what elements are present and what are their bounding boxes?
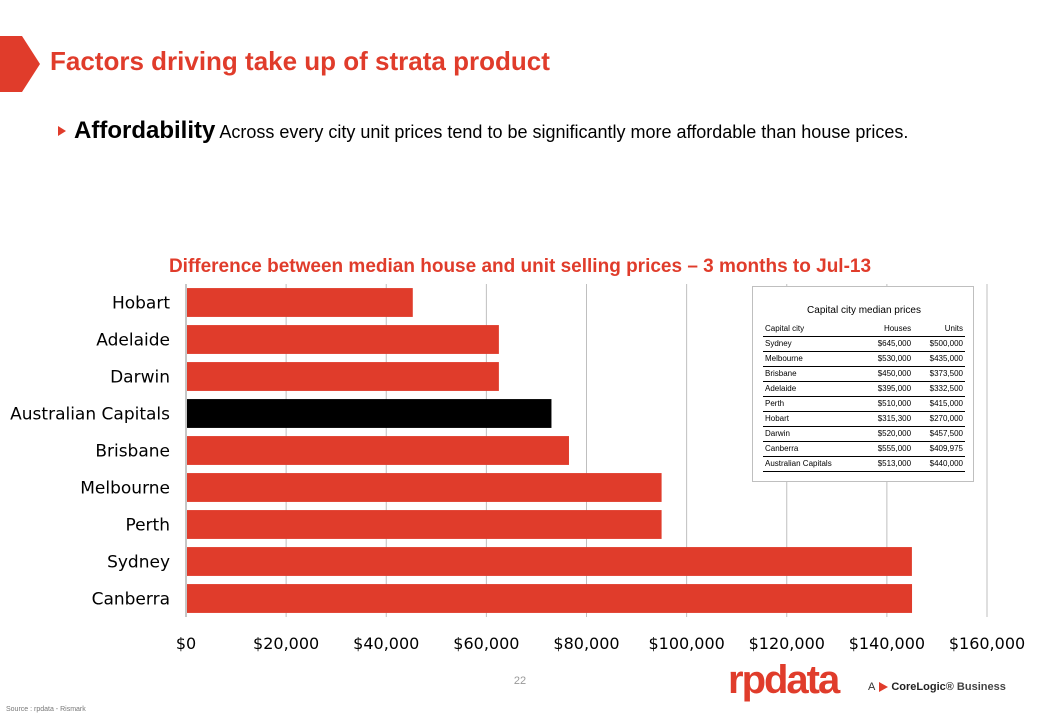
corelogic-mark-icon xyxy=(879,682,889,693)
city-cell: Melbourne xyxy=(763,351,862,367)
bullet-body: Across every city unit prices tend to be… xyxy=(215,122,909,142)
units-cell: $270,000 xyxy=(913,411,965,427)
houses-cell: $555,000 xyxy=(861,441,914,457)
category-label: Australian Capitals xyxy=(10,405,170,425)
table-row: Canberra $555,000 $409,975 xyxy=(763,441,965,457)
category-label: Brisbane xyxy=(95,442,170,462)
inset-table-header: Capital city Houses Units xyxy=(763,321,965,337)
category-label: Perth xyxy=(125,516,170,536)
x-tick-label: $60,000 xyxy=(453,634,519,653)
rpdata-logo: rpdata xyxy=(728,658,840,702)
bar xyxy=(187,473,662,502)
x-tick-label: $20,000 xyxy=(253,634,319,653)
city-cell: Hobart xyxy=(763,411,862,427)
table-row: Perth $510,000 $415,000 xyxy=(763,396,965,412)
bar xyxy=(187,325,499,354)
bullet-point: Affordability Across every city unit pri… xyxy=(58,118,998,145)
x-tick-label: $40,000 xyxy=(353,634,419,653)
bullet-arrow-icon xyxy=(58,126,66,136)
units-cell: $373,500 xyxy=(913,366,965,382)
houses-cell: $645,000 xyxy=(861,336,914,352)
units-cell: $435,000 xyxy=(913,351,965,367)
city-cell: Perth xyxy=(763,396,862,412)
slide-title: Factors driving take up of strata produc… xyxy=(50,46,550,76)
city-cell: Canberra xyxy=(763,441,862,457)
chart-title: Difference between median house and unit… xyxy=(168,256,872,277)
table-row-total: Australian Capitals $513,000 $440,000 xyxy=(763,455,965,472)
houses-cell: $450,000 xyxy=(861,366,914,382)
table-row: Hobart $315,300 $270,000 xyxy=(763,411,965,427)
houses-cell: $395,000 xyxy=(861,381,914,397)
x-tick-label: $120,000 xyxy=(749,634,825,653)
bar xyxy=(187,436,569,465)
table-row: Adelaide $395,000 $332,500 xyxy=(763,381,965,397)
corelogic-name: CoreLogic xyxy=(891,681,946,693)
corelogic-business: ® Business xyxy=(945,681,1006,693)
city-cell: Darwin xyxy=(763,426,862,442)
category-label: Melbourne xyxy=(80,479,170,499)
corelogic-a: A xyxy=(868,681,876,693)
units-cell: $415,000 xyxy=(913,396,965,412)
houses-cell: $513,000 xyxy=(861,455,914,472)
bullet-text: Affordability Across every city unit pri… xyxy=(58,118,998,145)
table-row: Melbourne $530,000 $435,000 xyxy=(763,351,965,367)
bar xyxy=(187,362,499,391)
units-cell: $440,000 xyxy=(913,455,965,472)
bar-chart: Hobart Adelaide Darwin Australian Capitals B… xyxy=(10,284,1025,653)
city-cell: Adelaide xyxy=(763,381,862,397)
x-tick-label: $140,000 xyxy=(849,634,925,653)
inset-table: Capital city Houses Units Sydney $645,000… xyxy=(763,321,965,472)
x-tick-label: $0 xyxy=(176,634,196,653)
houses-cell: $510,000 xyxy=(861,396,914,412)
city-cell: Sydney xyxy=(763,336,862,352)
header-capital-city: Capital city xyxy=(763,321,862,337)
table-row: Brisbane $450,000 $373,500 xyxy=(763,366,965,382)
bar xyxy=(187,510,662,539)
category-label: Sydney xyxy=(107,553,170,573)
corelogic-tagline: A CoreLogic® Business xyxy=(868,681,1006,693)
table-row: Darwin $520,000 $457,500 xyxy=(763,426,965,442)
page-number: 22 xyxy=(513,675,527,687)
city-cell: Australian Capitals xyxy=(763,455,862,472)
x-tick-label: $160,000 xyxy=(949,634,1025,653)
source-note: Source : rpdata - Rismark xyxy=(6,706,86,713)
bar xyxy=(187,399,552,428)
houses-cell: $520,000 xyxy=(861,426,914,442)
units-cell: $457,500 xyxy=(913,426,965,442)
bullet-heading: Affordability xyxy=(74,117,216,144)
units-cell: $500,000 xyxy=(913,336,965,352)
inset-table-panel: Capital city median prices Capital city … xyxy=(752,286,974,482)
category-label: Canberra xyxy=(92,590,170,610)
title-arrow-icon xyxy=(0,36,40,92)
inset-table-title: Capital city median prices xyxy=(807,305,921,316)
houses-cell: $530,000 xyxy=(861,351,914,367)
bar xyxy=(187,547,912,576)
category-label: Hobart xyxy=(112,294,170,314)
header-units: Units xyxy=(913,321,965,337)
table-row: Sydney $645,000 $500,000 xyxy=(763,336,965,352)
bar xyxy=(187,288,413,317)
x-tick-label: $100,000 xyxy=(648,634,724,653)
units-cell: $409,975 xyxy=(913,441,965,457)
units-cell: $332,500 xyxy=(913,381,965,397)
city-cell: Brisbane xyxy=(763,366,862,382)
houses-cell: $315,300 xyxy=(861,411,914,427)
bar xyxy=(187,584,913,613)
category-label: Darwin xyxy=(110,368,170,388)
header-houses: Houses xyxy=(861,321,914,337)
x-tick-label: $80,000 xyxy=(553,634,619,653)
category-label: Adelaide xyxy=(96,331,170,351)
